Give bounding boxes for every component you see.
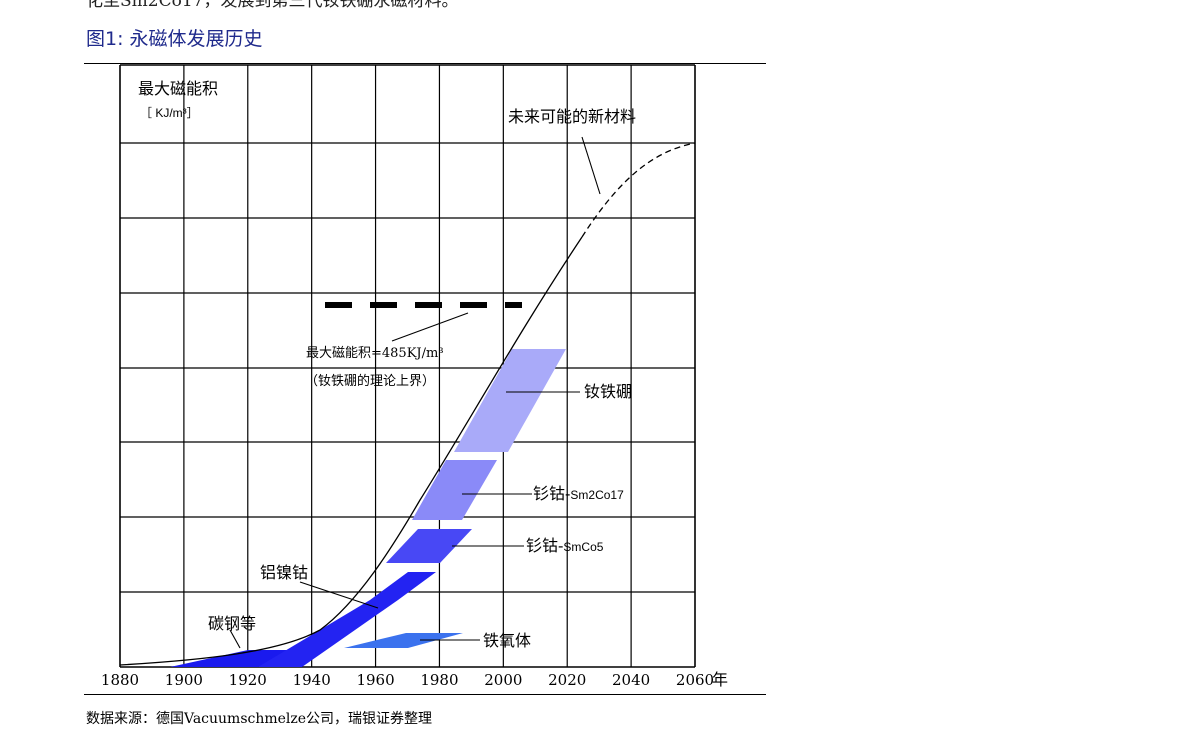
label-carbon-steel: 碳钢等 [208,614,256,633]
limit-sublabel: （钕铁硼的理论上界） [305,373,435,389]
leader-steel [229,629,241,649]
band-ferrite [344,633,463,648]
top-rule [84,63,766,64]
x-axis-unit: 年 [712,670,728,689]
x-tick-2020: 2020 [548,671,586,689]
future-curve [581,142,696,238]
x-tick-2000: 2000 [484,671,522,689]
figure-title: 图1: 永磁体发展历史 [86,28,263,50]
x-tick-2040: 2040 [612,671,650,689]
label-smco5: 钐钴-SmCo5 [526,536,604,555]
limit-label: 最大磁能积=485KJ/m³ [306,346,444,361]
x-axis-ticks: 1880 1900 1920 1940 1960 1980 2000 2020 2040 2060 [101,671,714,689]
label-alnico: 铝镍钴 [260,563,308,582]
leader-alnico [299,581,379,609]
band-sm2co17 [412,460,497,520]
band-smco5 [386,529,472,563]
y-axis-label: 最大磁能积 [138,79,218,98]
label-sm2co17: 钐钴-Sm2Co17 [533,484,624,503]
band-ndfeb [454,349,566,452]
development-curve [119,236,583,666]
x-tick-1900: 1900 [165,671,203,689]
future-label: 未来可能的新材料 [508,107,636,126]
x-tick-1940: 1940 [293,671,331,689]
label-ndfeb: 钕铁硼 [584,382,632,401]
x-tick-1960: 1960 [356,671,394,689]
label-smco5-formula: SmCo5 [563,540,603,554]
leader-future [581,136,601,195]
x-tick-1980: 1980 [420,671,458,689]
label-smco5-name: 钐钴- [526,536,563,555]
source-note: 数据来源：德国Vacuumschmelze公司，瑞银证券整理 [86,711,433,727]
top-text: 化至Sm2Co17，发展到第三代钕铁硼永磁材料。 [86,0,459,11]
x-tick-2060: 2060 [676,671,714,689]
x-tick-1920: 1920 [229,671,267,689]
label-ferrite: 铁氧体 [483,631,531,650]
x-tick-1880: 1880 [101,671,139,689]
leader-limit [391,312,469,342]
bottom-rule [84,694,766,695]
chart-grid [119,64,696,668]
band-alnico [258,572,436,667]
label-sm2co17-name: 钐钴- [533,484,570,503]
y-axis-unit: ［ KJ/m³］ [140,106,199,120]
band-carbon-steel [170,650,310,667]
label-sm2co17-formula: Sm2Co17 [570,488,624,502]
